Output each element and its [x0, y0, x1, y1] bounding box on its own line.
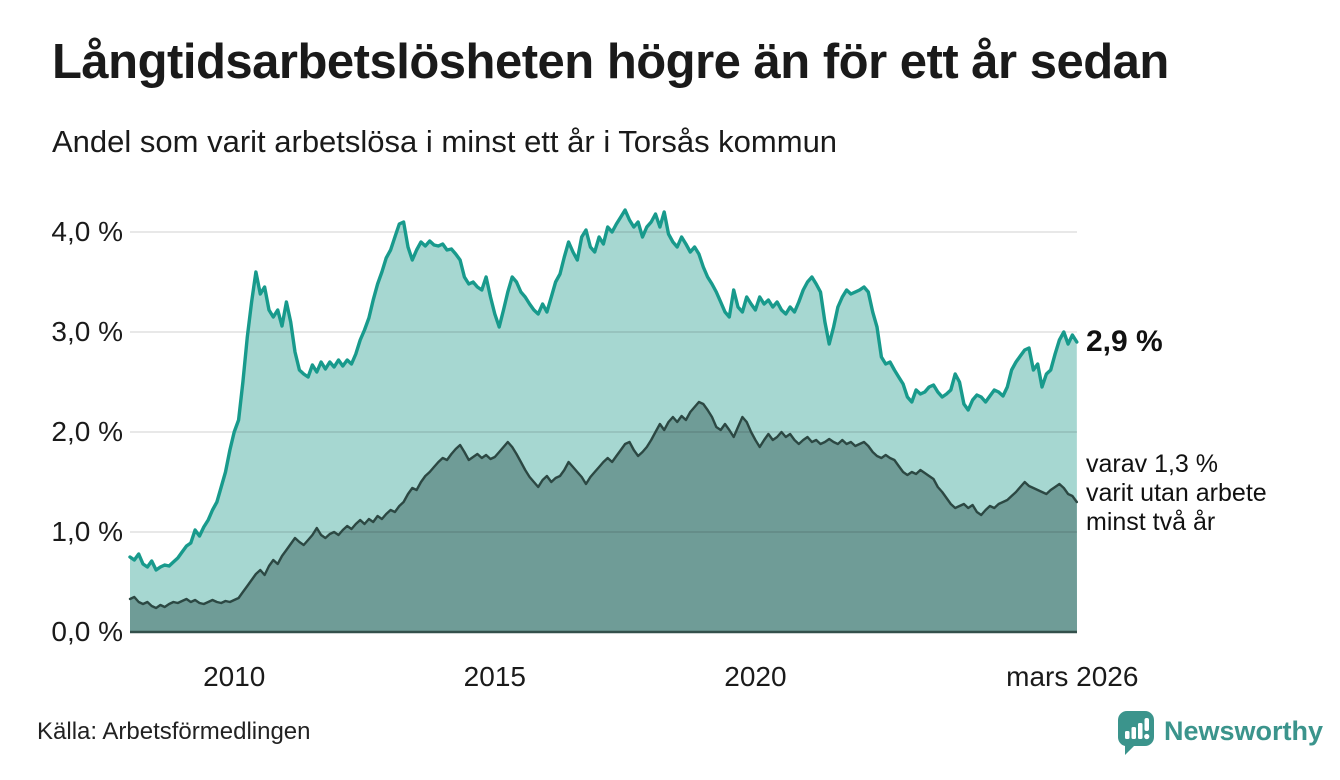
y-tick-label: 4,0 % — [51, 216, 123, 247]
chart-title: Långtidsarbetslösheten högre än för ett … — [52, 35, 1169, 89]
series-line-0 — [128, 208, 1079, 572]
y-tick-label: 0,0 % — [51, 616, 123, 647]
latest-total-value-label: 2,9 % — [1086, 325, 1163, 358]
two-year-annotation: varav 1,3 % varit utan arbete minst två … — [1086, 450, 1267, 537]
source-label: Källa: Arbetsförmedlingen — [37, 718, 311, 745]
area-fill-1 — [130, 402, 1077, 632]
y-tick-label: 3,0 % — [51, 316, 123, 347]
newsworthy-bubble-chart-icon — [1117, 711, 1154, 755]
newsworthy-wordmark: Newsworthy — [1164, 716, 1324, 746]
chart-subtitle: Andel som varit arbetslösa i minst ett å… — [52, 124, 838, 159]
two-year-annotation-line-2: varit utan arbete — [1086, 479, 1267, 507]
series-line-1 — [128, 400, 1078, 610]
y-tick-label: 2,0 % — [51, 416, 123, 447]
two-year-annotation-line-3: minst två år — [1086, 508, 1216, 536]
x-tick-label: 2015 — [463, 661, 526, 692]
x-tick-label: mars 2026 — [1006, 661, 1139, 692]
x-tick-label: 2020 — [724, 661, 787, 692]
x-tick-label: 2010 — [203, 661, 266, 692]
two-year-annotation-line-1: varav 1,3 % — [1086, 450, 1219, 478]
newsworthy-logo: Newsworthy — [1117, 710, 1323, 756]
y-tick-label: 1,0 % — [51, 516, 123, 547]
